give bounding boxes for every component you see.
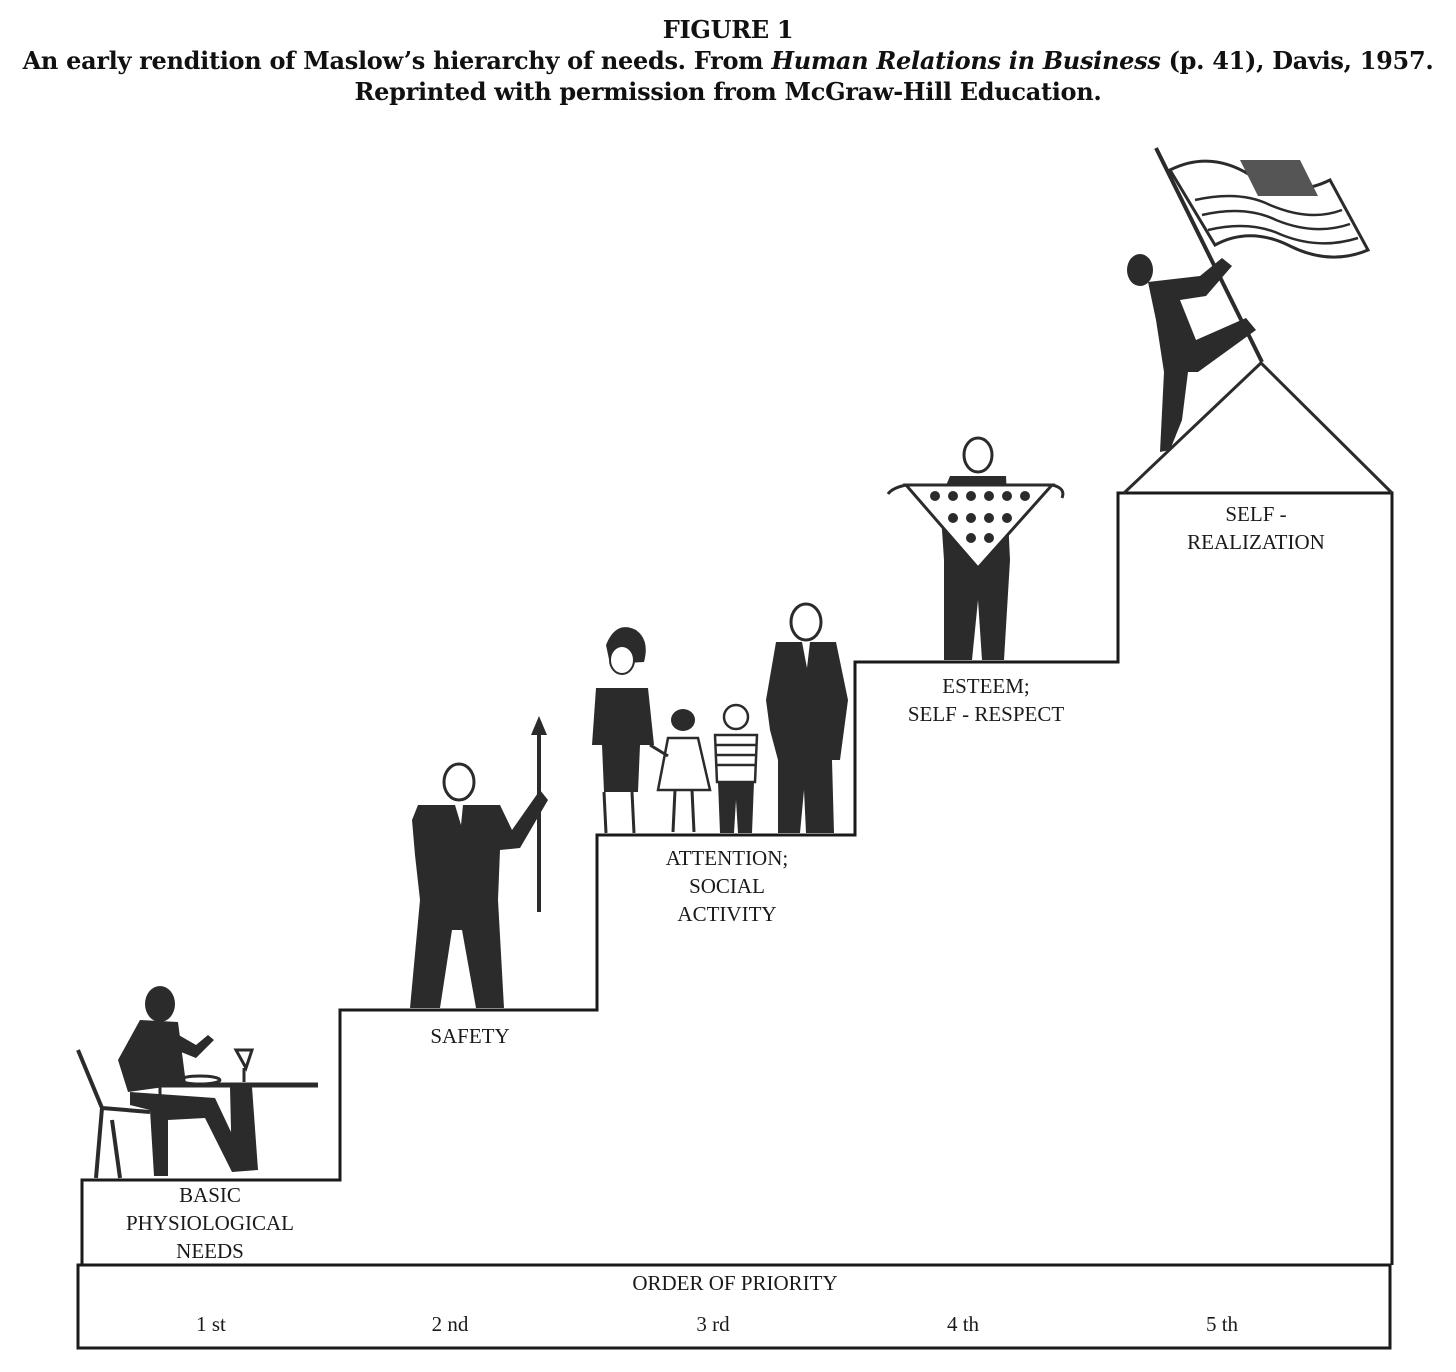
rank-4: 4 th [947,1312,980,1336]
step-3-label-line-1: ATTENTION; [666,846,788,870]
step-3-label-line-2: SOCIAL [689,874,765,898]
rank-1: 1 st [196,1312,226,1336]
step-5-label-line-1: SELF - [1225,502,1286,526]
order-of-priority-title: ORDER OF PRIORITY [632,1271,837,1295]
climber-with-flag-icon [1122,147,1394,495]
step-label-basic-needs: BASIC PHYSIOLOGICAL NEEDS [126,1183,294,1263]
step-label-esteem: ESTEEM; SELF - RESPECT [908,674,1065,726]
caption-book-title: Human Relations in Business [771,46,1161,75]
step-4-label-line-2: SELF - RESPECT [908,702,1065,726]
step-label-safety: SAFETY [430,1024,509,1048]
figure-label: FIGURE 1 [662,15,794,44]
diner-at-table-icon [76,986,318,1179]
caption-text-after: (p. 41), Davis, 1957. [1160,46,1434,75]
caption-text-before: An early rendition of Maslow’s hierarchy… [22,46,772,75]
step-3-label-line-3: ACTIVITY [677,902,776,926]
step-1-label-line-2: PHYSIOLOGICAL [126,1211,294,1235]
step-label-self-realization: SELF - REALIZATION [1187,502,1325,554]
step-1-label-line-1: BASIC [179,1183,241,1207]
caption-line-2: An early rendition of Maslow’s hierarchy… [0,45,1456,76]
step-4-label-line-1: ESTEEM; [942,674,1030,698]
step-5-label-line-2: REALIZATION [1187,530,1325,554]
man-with-medal-banner-icon [886,436,1065,660]
step-label-social: ATTENTION; SOCIAL ACTIVITY [666,846,788,926]
rank-5: 5 th [1206,1312,1239,1336]
family-icon [592,602,848,834]
step-2-label-line-1: SAFETY [430,1024,509,1048]
rank-2: 2 nd [432,1312,469,1336]
man-with-spear-icon [410,716,548,1008]
caption-line-3: Reprinted with permission from McGraw-Hi… [354,77,1102,106]
figure-caption: FIGURE 1 An early rendition of Maslow’s … [0,14,1456,107]
step-1-label-line-3: NEEDS [176,1239,244,1263]
order-of-priority-box: ORDER OF PRIORITY 1 st 2 nd 3 rd 4 th 5 … [76,1263,1392,1350]
staircase-outline [80,491,1394,1265]
rank-3: 3 rd [696,1312,730,1336]
